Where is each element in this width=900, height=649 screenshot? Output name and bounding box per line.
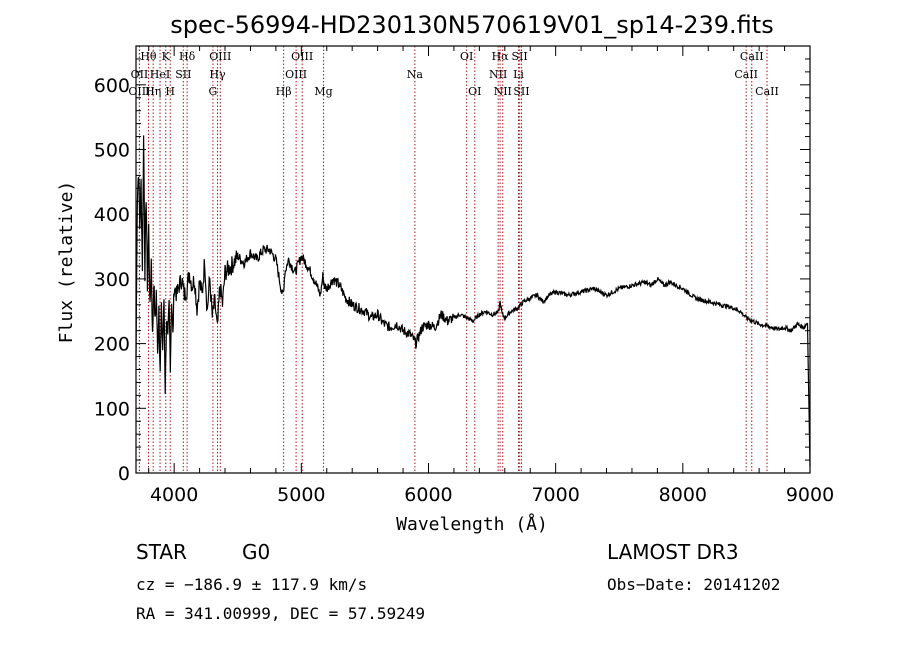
x-tick-label: 5000 bbox=[277, 484, 325, 506]
marker-label-10: Hγ bbox=[209, 68, 226, 81]
x-axis-title: Wavelength (Å) bbox=[396, 513, 548, 535]
object-subclass: G0 bbox=[242, 540, 271, 564]
marker-label-19: Hα bbox=[492, 50, 510, 63]
marker-label-2: OIII bbox=[128, 85, 150, 98]
marker-label-20: SII bbox=[512, 50, 528, 63]
marker-label-17: OI bbox=[460, 50, 473, 63]
x-axis: 4000 5000 6000 7000 8000 9000 bbox=[148, 46, 834, 506]
x-tick-label: 6000 bbox=[404, 484, 452, 506]
y-tick-label: 300 bbox=[94, 269, 130, 291]
spectrum-line bbox=[135, 135, 811, 467]
marker-label-27: CaII bbox=[755, 85, 779, 98]
plot-frame bbox=[135, 45, 811, 474]
marker-label-4: Hη bbox=[145, 85, 161, 98]
marker-label-6: H bbox=[165, 85, 175, 98]
marker-label-3: HeI bbox=[150, 68, 170, 81]
marker-label-23: NII bbox=[494, 85, 512, 98]
survey-name: LAMOST DR3 bbox=[607, 540, 739, 564]
y-tick-label: 600 bbox=[94, 75, 130, 97]
marker-label-15: Mg bbox=[314, 85, 332, 98]
redshift-velocity: cz = −186.9 ± 117.9 km/s bbox=[136, 575, 368, 594]
marker-label-16: Na bbox=[407, 68, 424, 81]
y-tick-label: 200 bbox=[94, 334, 130, 356]
y-tick-label: 400 bbox=[94, 204, 130, 226]
marker-label-12: Hβ bbox=[276, 85, 292, 98]
y-tick-label: 0 bbox=[118, 463, 130, 485]
x-tick-label: 7000 bbox=[531, 484, 579, 506]
coordinates: RA = 341.00999, DEC = 57.59249 bbox=[136, 604, 425, 623]
marker-label-13: OIII bbox=[291, 50, 313, 63]
marker-label-14: OIII bbox=[285, 68, 307, 81]
observation-date: Obs−Date: 20141202 bbox=[607, 575, 781, 594]
marker-label-8: Hδ bbox=[179, 50, 196, 63]
y-tick-label: 100 bbox=[94, 398, 130, 420]
marker-label-18: OI bbox=[468, 85, 481, 98]
marker-label-0: Hθ bbox=[140, 50, 157, 63]
object-class: STAR bbox=[136, 540, 187, 564]
y-axis: 0 100 200 300 400 500 600 bbox=[94, 58, 810, 485]
marker-label-5: K bbox=[162, 50, 171, 63]
y-tick-label: 500 bbox=[94, 140, 130, 162]
marker-label-26: CaII bbox=[734, 68, 758, 81]
y-axis-title: Flux (relative) bbox=[56, 181, 77, 344]
marker-label-22: Li bbox=[513, 68, 524, 81]
marker-label-24: SII bbox=[513, 85, 529, 98]
x-tick-label: 8000 bbox=[659, 484, 707, 506]
x-tick-label: 9000 bbox=[786, 484, 834, 506]
x-tick-label: 4000 bbox=[150, 484, 198, 506]
chart-title: spec-56994-HD230130N570619V01_sp14-239.f… bbox=[170, 11, 773, 39]
marker-label-21: NII bbox=[489, 68, 507, 81]
marker-label-25: CaII bbox=[740, 50, 764, 63]
marker-label-11: G bbox=[209, 85, 218, 98]
marker-label-7: SII bbox=[175, 68, 191, 81]
marker-label-9: OIII bbox=[209, 50, 231, 63]
